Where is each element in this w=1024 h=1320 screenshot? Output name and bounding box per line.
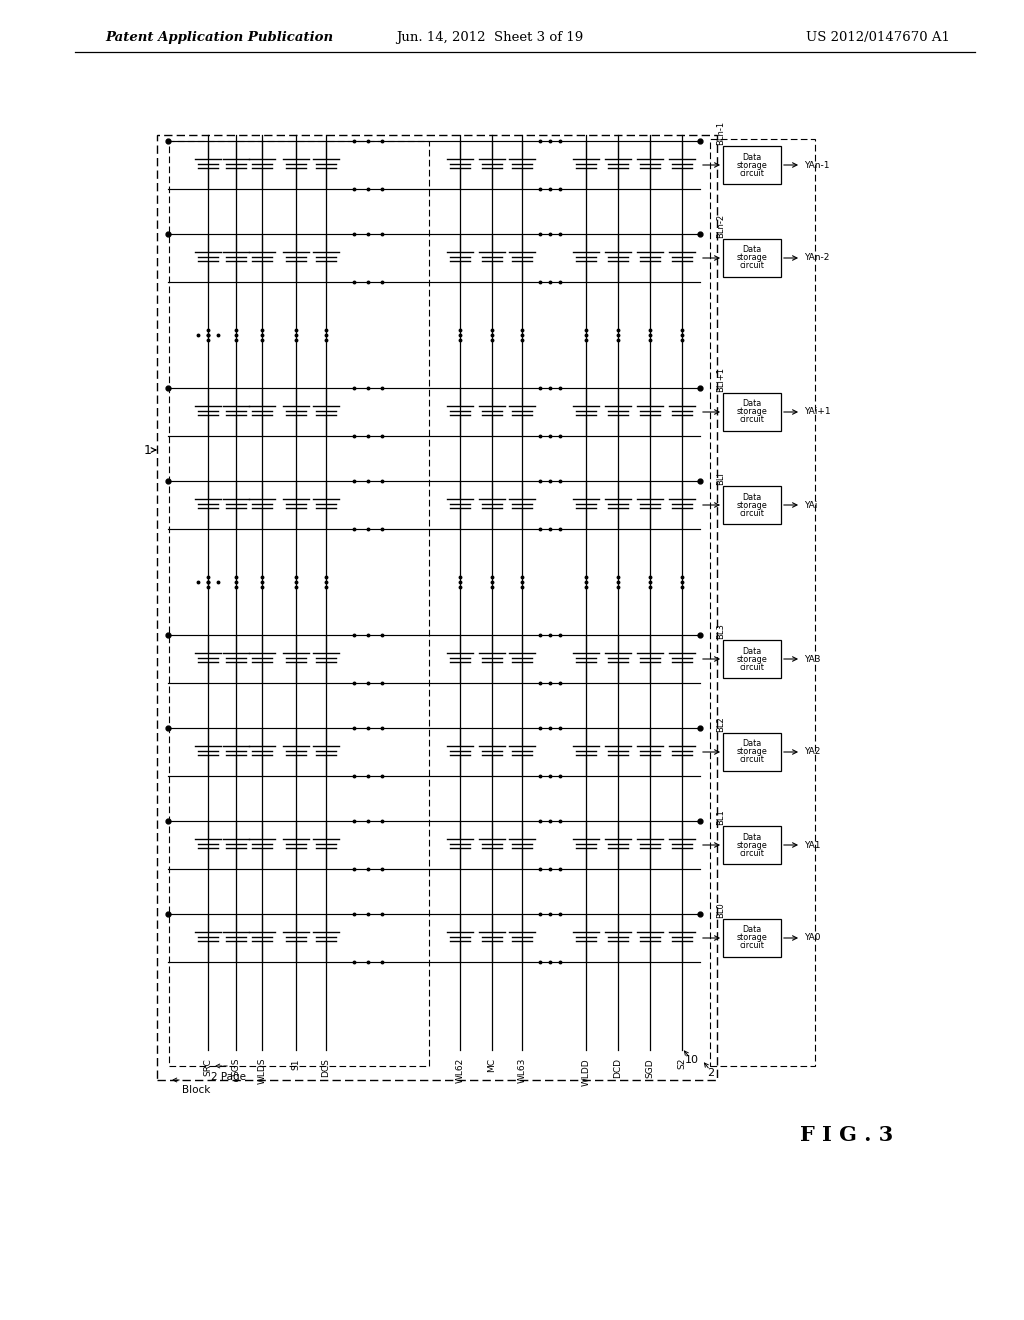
Text: Data: Data (742, 647, 762, 656)
Text: Data: Data (742, 925, 762, 935)
Bar (723, 919, 781, 957)
Text: SGD: SGD (645, 1059, 654, 1077)
Text: WLDD: WLDD (582, 1059, 591, 1085)
Bar (157, 135, 717, 1080)
Text: BL0: BL0 (717, 903, 725, 917)
Text: YA1: YA1 (804, 841, 820, 850)
Text: Patent Application Publication: Patent Application Publication (105, 30, 333, 44)
Text: YA3: YA3 (804, 655, 820, 664)
Text: S1: S1 (292, 1059, 300, 1069)
Text: circuit: circuit (739, 508, 765, 517)
Text: storage: storage (736, 500, 767, 510)
Text: circuit: circuit (739, 169, 765, 177)
Text: YAi+1: YAi+1 (804, 408, 830, 417)
Text: Block: Block (182, 1085, 210, 1096)
Text: Data: Data (742, 246, 762, 255)
Text: YA2: YA2 (804, 747, 820, 756)
Text: storage: storage (736, 161, 767, 169)
Text: BLn-2: BLn-2 (717, 214, 725, 238)
Text: BLi+1: BLi+1 (717, 367, 725, 392)
Text: Data: Data (742, 400, 762, 408)
Bar (710, 139, 815, 1067)
Text: storage: storage (736, 841, 767, 850)
Text: DCD: DCD (613, 1059, 623, 1078)
Text: circuit: circuit (739, 941, 765, 950)
Text: S2: S2 (678, 1059, 686, 1069)
Text: BLi: BLi (717, 473, 725, 484)
Text: SRC: SRC (204, 1059, 213, 1076)
Text: storage: storage (736, 747, 767, 756)
Bar (723, 733, 781, 771)
Text: storage: storage (736, 253, 767, 263)
Text: WLDS: WLDS (257, 1059, 266, 1085)
Text: Data: Data (742, 833, 762, 842)
Text: BL3: BL3 (717, 623, 725, 639)
Bar (723, 147, 781, 183)
Text: YAn-2: YAn-2 (804, 253, 829, 263)
Text: storage: storage (736, 655, 767, 664)
Bar (723, 826, 781, 865)
Text: SGS: SGS (231, 1059, 241, 1077)
Text: Jun. 14, 2012  Sheet 3 of 19: Jun. 14, 2012 Sheet 3 of 19 (396, 30, 584, 44)
Bar (723, 640, 781, 678)
Text: 10: 10 (685, 1055, 699, 1065)
Text: circuit: circuit (739, 663, 765, 672)
Text: MC: MC (487, 1059, 497, 1072)
Bar (169, 141, 429, 1067)
Text: Data: Data (742, 492, 762, 502)
Text: 1: 1 (144, 444, 152, 457)
Text: circuit: circuit (739, 755, 765, 764)
Text: storage: storage (736, 933, 767, 942)
Text: circuit: circuit (739, 261, 765, 271)
Bar (723, 239, 781, 277)
Bar (723, 486, 781, 524)
Text: circuit: circuit (739, 416, 765, 425)
Text: 2 Page: 2 Page (211, 1072, 246, 1082)
Text: 2: 2 (707, 1068, 714, 1078)
Text: storage: storage (736, 408, 767, 417)
Text: Data: Data (742, 153, 762, 161)
Text: US 2012/0147670 A1: US 2012/0147670 A1 (806, 30, 950, 44)
Text: BLn-1: BLn-1 (717, 121, 725, 145)
Text: BL2: BL2 (717, 717, 725, 733)
Text: WL62: WL62 (456, 1059, 465, 1084)
Text: YAn-1: YAn-1 (804, 161, 829, 169)
Text: F I G . 3: F I G . 3 (800, 1125, 893, 1144)
Text: YA0: YA0 (804, 933, 820, 942)
Text: DCS: DCS (322, 1059, 331, 1077)
Text: YAi: YAi (804, 500, 817, 510)
Text: circuit: circuit (739, 849, 765, 858)
Text: BL1: BL1 (717, 809, 725, 825)
Bar (723, 393, 781, 432)
Text: Data: Data (742, 739, 762, 748)
Text: WL63: WL63 (517, 1059, 526, 1084)
